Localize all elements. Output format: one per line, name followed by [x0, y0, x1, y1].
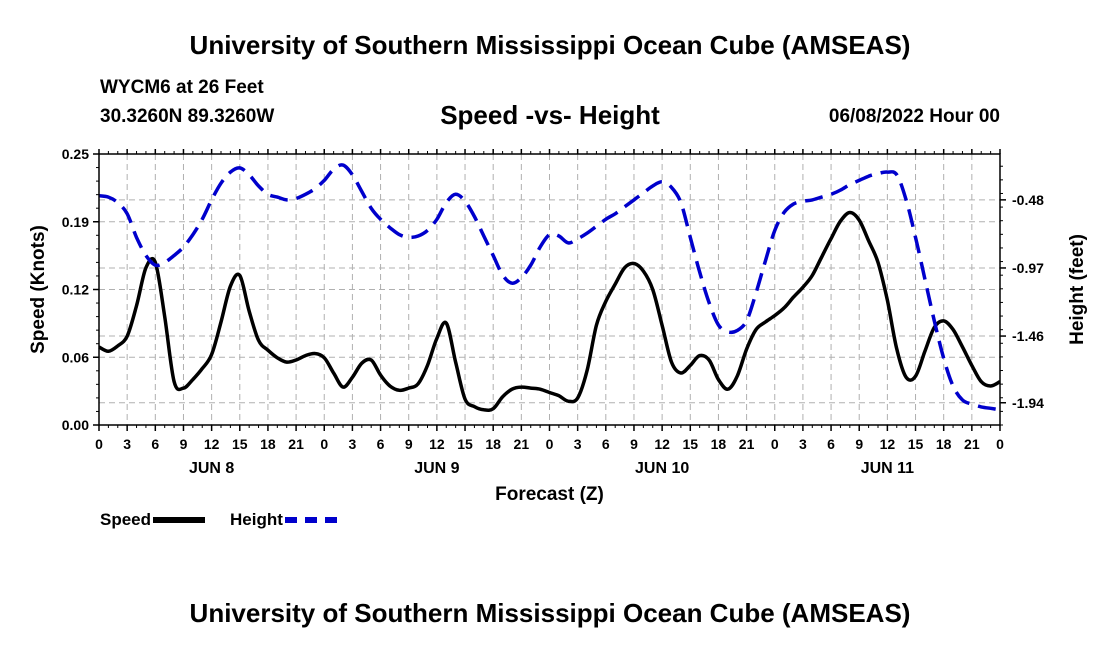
- y-tick-label: 0.19: [62, 214, 89, 230]
- x-tick-label: 12: [429, 436, 445, 452]
- x-tick-label: 15: [908, 436, 924, 452]
- y-tick-label: 0.06: [62, 349, 89, 365]
- coordinates-label: 30.3260N 89.3260W: [100, 106, 275, 127]
- x-tick-label: 9: [405, 436, 413, 452]
- station-label: WYCM6 at 26 Feet: [100, 77, 264, 98]
- date-label: JUN 8: [189, 460, 234, 477]
- legend-height-label: Height: [230, 510, 283, 529]
- y2-tick-label: -1.46: [1012, 328, 1044, 344]
- x-tick-label: 21: [739, 436, 755, 452]
- x-tick-label: 18: [260, 436, 276, 452]
- x-tick-label: 0: [996, 436, 1004, 452]
- y-tick-label: 0.12: [62, 282, 89, 298]
- x-tick-label: 0: [546, 436, 554, 452]
- series-layer: [98, 163, 1001, 412]
- legend-height: Height: [230, 510, 337, 530]
- x-tick-label: 3: [799, 436, 807, 452]
- x-tick-label: 3: [349, 436, 357, 452]
- tick-layer: 0 3 6 9 12 15 18 21 0 3 6 9 12 15 18 21 0 3 6 9 12 15 18 21 0 3 6 9…: [62, 146, 1044, 477]
- x-tick-label: 9: [630, 436, 638, 452]
- grid: [99, 154, 1000, 425]
- date-label: JUN 10: [635, 460, 689, 477]
- legend-height-swatch: [284, 517, 337, 523]
- x-tick-label: 12: [654, 436, 670, 452]
- x-tick-label: 21: [964, 436, 980, 452]
- footer-title: University of Southern Mississippi Ocean…: [189, 598, 911, 628]
- x-axis-title: Forecast (Z): [495, 484, 604, 505]
- y2-tick-label: -0.97: [1012, 260, 1044, 276]
- date-label: JUN 11: [861, 460, 914, 477]
- y-tick-label: 0.00: [62, 417, 89, 433]
- x-tick-label: 6: [151, 436, 159, 452]
- x-tick-label: 6: [827, 436, 835, 452]
- y-tick-label: 0.25: [62, 146, 89, 162]
- y2-axis-title: Height (feet): [1067, 234, 1088, 345]
- speed-series-line: [98, 210, 1001, 412]
- y2-tick-label: -0.48: [1012, 192, 1044, 208]
- x-tick-label: 0: [320, 436, 328, 452]
- date-label: JUN 9: [414, 460, 459, 477]
- legend-speed-label: Speed: [100, 510, 152, 529]
- x-tick-label: 18: [711, 436, 727, 452]
- legend-speed-swatch: [153, 517, 206, 523]
- x-tick-label: 12: [204, 436, 220, 452]
- x-tick-label: 15: [232, 436, 248, 452]
- x-tick-label: 15: [457, 436, 473, 452]
- legend-speed: Speed: [100, 510, 206, 530]
- y2-tick-label: -1.94: [1012, 395, 1044, 411]
- x-tick-label: 18: [936, 436, 952, 452]
- x-tick-label: 12: [880, 436, 896, 452]
- x-tick-label: 18: [485, 436, 501, 452]
- x-tick-label: 6: [377, 436, 385, 452]
- x-tick-label: 0: [95, 436, 103, 452]
- x-tick-label: 3: [574, 436, 582, 452]
- chart-subtitle: Speed -vs- Height: [440, 100, 660, 130]
- x-tick-label: 9: [180, 436, 188, 452]
- main-title: University of Southern Mississippi Ocean…: [189, 30, 911, 60]
- forecast-datetime: 06/08/2022 Hour 00: [828, 106, 1000, 127]
- x-tick-label: 6: [602, 436, 610, 452]
- y-axis-title: Speed (Knots): [28, 225, 49, 354]
- x-tick-label: 15: [682, 436, 698, 452]
- x-tick-label: 0: [771, 436, 779, 452]
- x-tick-label: 21: [288, 436, 304, 452]
- x-tick-label: 3: [123, 436, 131, 452]
- x-tick-label: 21: [514, 436, 530, 452]
- x-tick-label: 9: [855, 436, 863, 452]
